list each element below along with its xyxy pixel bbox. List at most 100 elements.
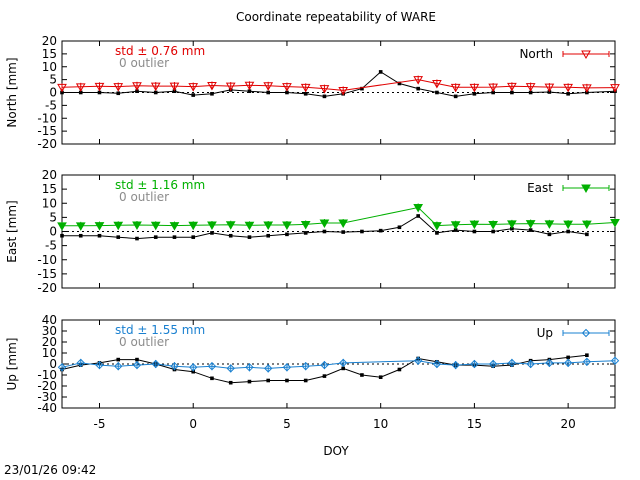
std-annotation: std ± 1.16 mm — [115, 178, 205, 192]
residual-point — [172, 235, 177, 239]
up-data-point — [470, 359, 479, 369]
residual-point — [360, 373, 364, 377]
residual-point — [228, 233, 233, 238]
residual-point — [585, 353, 589, 357]
north-data-point — [582, 84, 592, 93]
residual-point — [135, 357, 139, 362]
up-data-point — [451, 360, 460, 370]
east-data-point — [94, 222, 105, 231]
residual-point — [472, 229, 477, 234]
east-data-point — [207, 221, 217, 231]
east-data-point — [75, 222, 86, 231]
north-data-point — [225, 82, 236, 92]
x-tick-label: 5 — [283, 417, 291, 431]
y-tick-label: 20 — [42, 34, 57, 48]
residual-point — [303, 91, 308, 96]
y-tick-label: 5 — [49, 73, 57, 87]
y-tick-label: 0 — [49, 225, 57, 239]
up-data-point — [245, 363, 254, 372]
up-data-point — [207, 361, 217, 371]
outlier-annotation: 0 outlier — [119, 56, 169, 70]
residual-point — [491, 90, 495, 95]
x-tick-label: 20 — [560, 417, 575, 431]
y-axis-label: East [mm] — [5, 200, 19, 262]
y-tick-label: -40 — [37, 401, 57, 415]
legend-label: North — [519, 47, 553, 61]
y-tick-label: -5 — [45, 239, 57, 253]
y-tick-label: -20 — [37, 137, 57, 151]
legend-marker — [581, 328, 591, 338]
residual-point — [303, 378, 308, 383]
up-data-point — [151, 359, 160, 369]
up-data-point — [338, 358, 348, 368]
residual-point — [266, 233, 271, 238]
residual-point — [97, 233, 102, 238]
residual-point — [528, 90, 533, 95]
north-data-point — [319, 85, 330, 94]
north-data-point — [94, 82, 105, 92]
y-tick-label: 0 — [49, 86, 57, 100]
residual-point — [210, 376, 214, 381]
up-data-point — [263, 364, 273, 373]
residual-point — [78, 233, 83, 238]
y-tick-label: -10 — [37, 253, 57, 267]
residual-point — [135, 89, 139, 94]
y-tick-label: 15 — [42, 47, 57, 61]
residual-point — [247, 89, 252, 94]
chart-title: Coordinate repeatability of WARE — [236, 10, 436, 24]
legend-marker — [581, 50, 591, 60]
east-data-point — [225, 221, 236, 230]
north-data-point — [75, 83, 86, 92]
up-data-point — [563, 358, 573, 368]
residual-point — [247, 235, 252, 239]
up-data-point — [545, 358, 554, 368]
east-data-point — [488, 220, 499, 230]
residual-point — [378, 228, 383, 233]
north-data-point — [113, 83, 124, 92]
north-data-point — [169, 82, 180, 92]
north-data-point — [150, 82, 161, 92]
up-data-point — [226, 364, 235, 373]
y-tick-label: 10 — [42, 60, 57, 74]
residual-point — [566, 229, 570, 234]
up-data-point — [114, 361, 123, 371]
north-data-point — [263, 82, 274, 91]
residual-point — [210, 231, 214, 235]
residual-point — [60, 90, 64, 95]
up-data-point — [282, 363, 292, 372]
north-data-point — [450, 83, 461, 93]
up-data-point — [170, 361, 179, 371]
residual-point — [266, 90, 271, 95]
residual-point — [172, 89, 177, 94]
residual-point — [116, 235, 121, 239]
east-data-point — [113, 221, 124, 231]
residual-point — [360, 229, 364, 234]
north-data-point — [610, 84, 620, 93]
east-data-point — [507, 220, 517, 229]
north-data-point — [132, 82, 142, 91]
east-data-point — [563, 220, 573, 230]
east-data-point — [300, 220, 311, 230]
y-tick-label: -10 — [37, 368, 57, 382]
up-data-point — [526, 359, 535, 369]
y-tick-label: 30 — [42, 324, 57, 338]
residual-point — [510, 90, 514, 95]
east-data-point — [188, 221, 199, 231]
east-data-point — [450, 221, 461, 230]
residual-point — [191, 369, 196, 374]
residual-point — [97, 90, 102, 95]
east-data-point — [319, 219, 330, 229]
residual-point — [322, 229, 327, 234]
y-tick-label: -20 — [37, 379, 57, 393]
residual-point — [303, 231, 308, 235]
legend-label: East — [527, 181, 553, 195]
y-axis-label: North [mm] — [5, 57, 19, 127]
y-tick-label: -15 — [37, 267, 57, 281]
residual-point — [528, 228, 533, 232]
up-data-point — [57, 363, 67, 372]
residual-point — [60, 233, 64, 238]
residual-point — [397, 81, 402, 86]
